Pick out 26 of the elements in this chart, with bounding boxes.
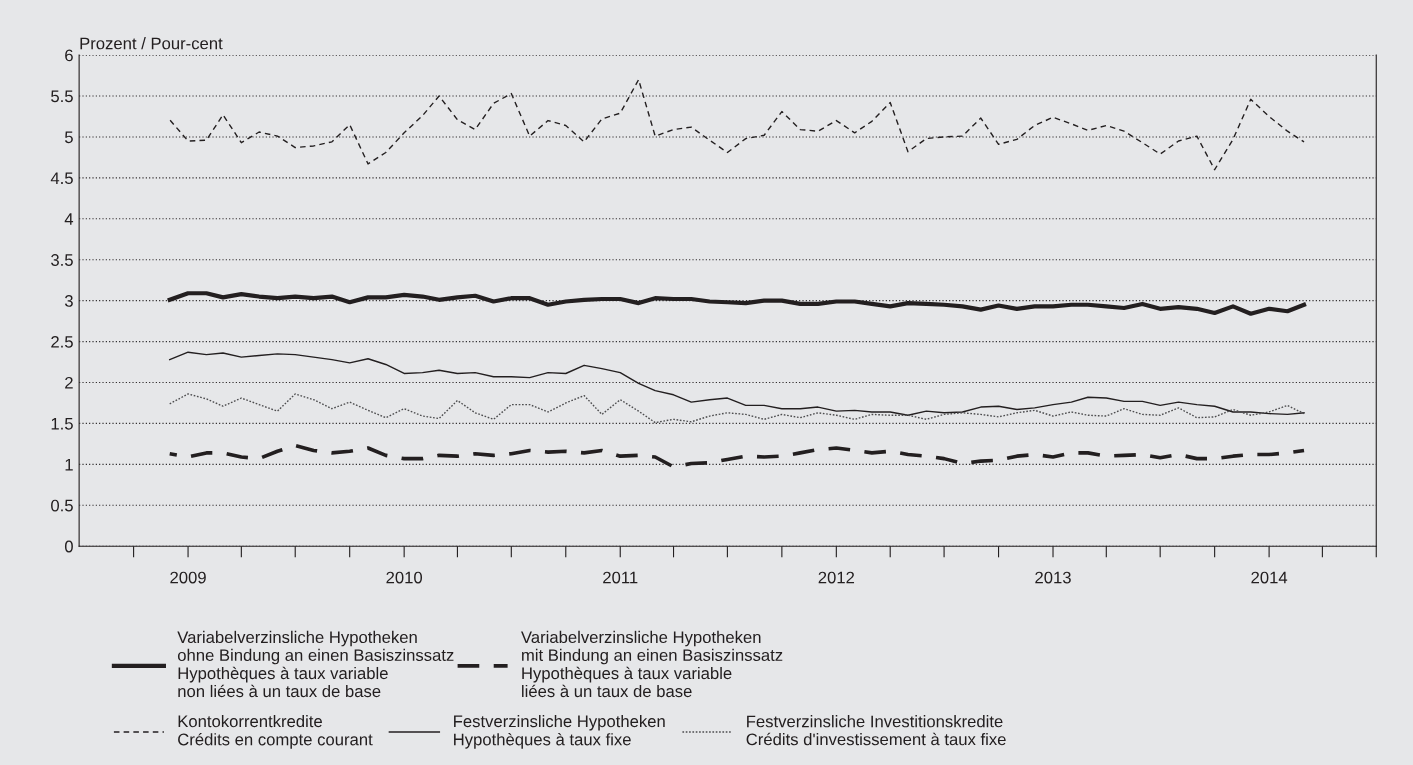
x-tick-label: 2012 xyxy=(818,571,855,584)
y-tick-label: 0 xyxy=(64,540,73,553)
y-tick-label: 4 xyxy=(64,213,74,225)
legend-label: Kontokorrentkredite Crédits en compte courant xyxy=(178,714,373,749)
x-tick-label: 2014 xyxy=(1251,571,1288,584)
x-tick-label: 2013 xyxy=(1035,571,1071,584)
legend-label: Variabelverzinsliche Hypotheken ohne Bindung an einen Basiszinssatz Hypothèques à taux variable non liées à un taux de base xyxy=(177,630,454,698)
y-tick-label: 1.5 xyxy=(51,418,73,430)
y-tick-label: 0.5 xyxy=(51,499,73,512)
y-tick-label: 3.5 xyxy=(51,254,73,266)
y-tick-label: 3 xyxy=(64,295,73,307)
y-tick-label: 4.5 xyxy=(50,172,73,185)
y-tick-label: 5.5 xyxy=(51,90,73,103)
legend-label: Variabelverzinsliche Hypotheken mit Bindung an einen Basiszinssatz Hypothèques à taux variable liées à un taux de base xyxy=(521,630,783,698)
y-tick-label: 1 xyxy=(65,458,73,471)
y-tick-label: 5 xyxy=(64,131,73,144)
x-tick-label: 2009 xyxy=(170,571,206,584)
line-series xyxy=(169,393,1305,424)
y-axis-title: Prozent / Pour-cent xyxy=(80,37,223,50)
y-tick-label: 2 xyxy=(65,376,73,389)
legend-label: Festverzinsliche Hypotheken Hypothèques à taux fixe xyxy=(454,714,665,749)
y-tick-label: 6 xyxy=(65,49,73,62)
y-tick-label: 2.5 xyxy=(51,335,73,348)
x-tick-label: 2011 xyxy=(603,571,638,584)
legend-label: Festverzinsliche Investitionskredite Crédits d'investissement à taux fixe xyxy=(746,715,1006,746)
x-tick-label: 2010 xyxy=(386,571,423,584)
